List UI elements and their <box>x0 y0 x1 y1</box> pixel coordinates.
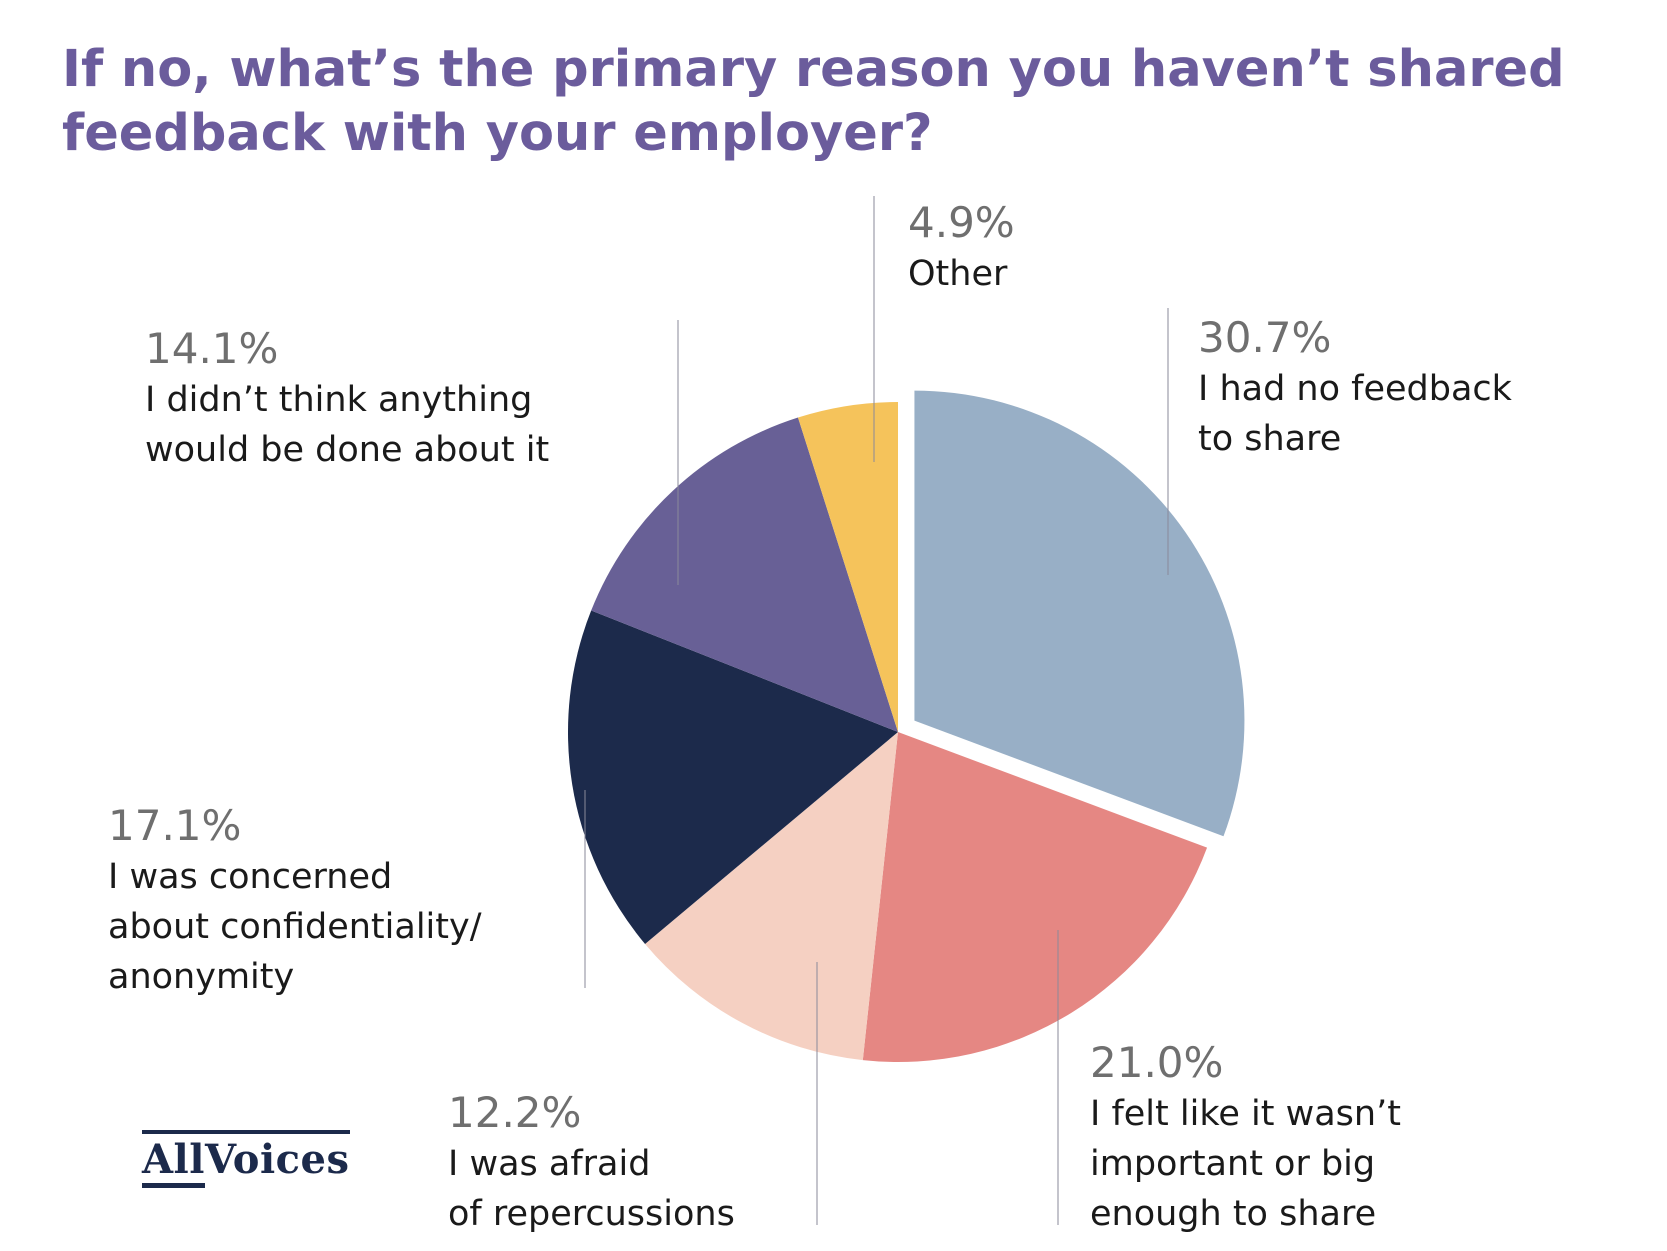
slice-category-label: I had no feedback <box>1198 369 1513 409</box>
slice-category-label: I was afraid <box>448 1144 650 1184</box>
slice-category-label: to share <box>1198 419 1341 459</box>
slice-category-label: about confidentiality/ <box>108 907 482 947</box>
pie-slice <box>645 732 898 1061</box>
pie-slice <box>591 417 898 732</box>
slice-category-label: I didn’t think anything <box>145 380 532 420</box>
slice-percent-label: 21.0% <box>1090 1038 1223 1087</box>
pie-slice <box>914 390 1245 837</box>
slice-category-label: enough to share <box>1090 1194 1376 1234</box>
slice-percent-label: 4.9% <box>908 198 1015 247</box>
slice-category-label: Other <box>908 254 1008 294</box>
slice-category-label: I felt like it wasn’t <box>1090 1094 1401 1134</box>
slice-category-label: would be done about it <box>145 430 549 470</box>
allvoices-logo: AllVoices <box>142 1130 350 1188</box>
slice-percent-label: 14.1% <box>145 324 278 373</box>
slice-percent-label: 12.2% <box>448 1088 581 1137</box>
slice-category-label: I was concerned <box>108 857 392 897</box>
slice-percent-label: 17.1% <box>108 801 241 850</box>
slice-category-label: important or big <box>1090 1144 1375 1184</box>
pie-slice <box>862 732 1208 1062</box>
pie-slice <box>568 610 898 944</box>
slice-category-label: anonymity <box>108 957 294 997</box>
slice-percent-label: 30.7% <box>1198 313 1331 362</box>
pie-slice <box>797 402 898 732</box>
chart-title: If no, what’s the primary reason you hav… <box>62 40 1565 163</box>
slice-category-label: of repercussions <box>448 1194 735 1234</box>
